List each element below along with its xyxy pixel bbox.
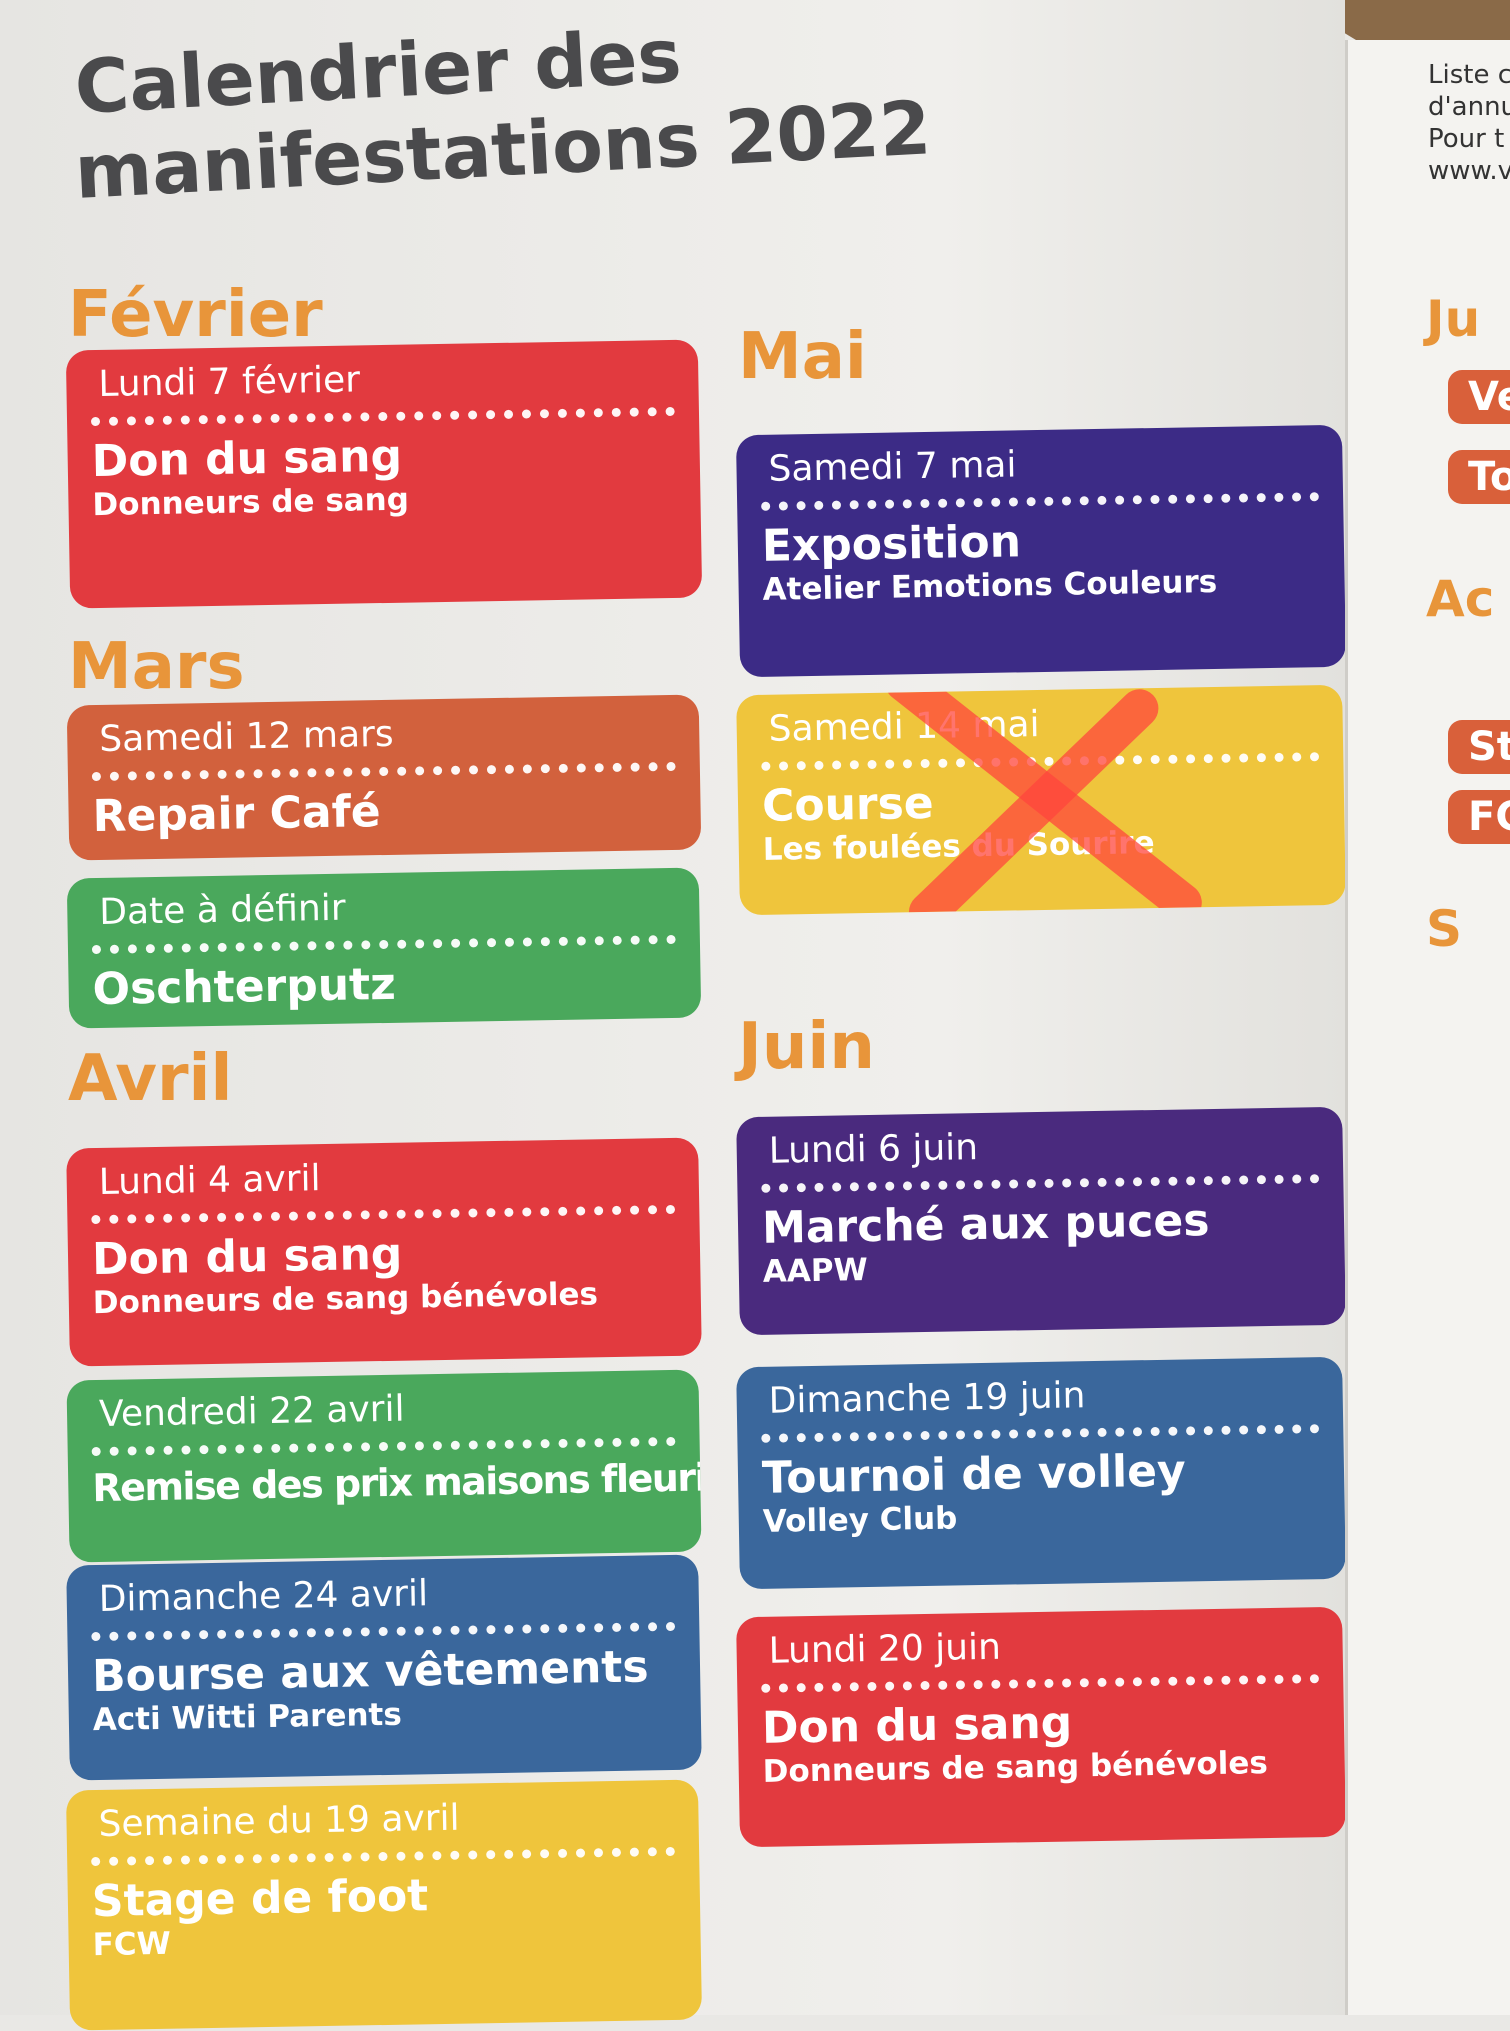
- event-date: Samedi 12 mars: [98, 713, 394, 760]
- month-heading: Février: [68, 278, 323, 352]
- month-heading: Mars: [68, 630, 245, 704]
- event-card: Samedi 7 mai Exposition Atelier Emotions C…: [735, 424, 1347, 678]
- month-heading: Avril: [68, 1042, 233, 1116]
- event-title: Bourse aux vêtements: [91, 1641, 649, 1703]
- next-page-text: www.v: [1428, 156, 1510, 186]
- event-title: Repair Café: [92, 786, 382, 843]
- event-card: Semaine du 19 avril Stage de foot FCW: [65, 1779, 703, 2031]
- dotted-separator: [91, 1621, 676, 1642]
- event-date: Lundi 20 juin: [768, 1626, 1002, 1672]
- event-date: Dimanche 19 juin: [768, 1375, 1086, 1422]
- next-page-fragment: Ve: [1448, 370, 1510, 424]
- next-page-fragment: St: [1448, 720, 1510, 774]
- event-card: Vendredi 22 avril Remise des prix maisons…: [66, 1369, 702, 1563]
- dotted-separator: [91, 1436, 676, 1457]
- event-date: Semaine du 19 avril: [98, 1797, 460, 1845]
- dotted-separator: [761, 492, 1320, 511]
- next-page-fragment: Ac: [1426, 570, 1495, 628]
- next-page-text: d'annu: [1428, 92, 1510, 122]
- next-page-fragment: FC: [1448, 790, 1510, 844]
- event-date: Lundi 6 juin: [768, 1127, 979, 1172]
- dotted-separator: [761, 1174, 1320, 1193]
- dotted-separator: [91, 1846, 676, 1867]
- event-title: Remise des prix maisons fleuries: [91, 1454, 702, 1511]
- event-date: Lundi 4 avril: [98, 1158, 321, 1203]
- next-page-text: Pour t: [1428, 124, 1505, 154]
- event-date: Samedi 7 mai: [768, 444, 1017, 490]
- event-card: Dimanche 24 avril Bourse aux vêtements Act…: [66, 1554, 702, 1781]
- dotted-separator: [761, 1674, 1320, 1693]
- event-title: Oschterputz: [92, 958, 397, 1016]
- event-date: Dimanche 24 avril: [98, 1573, 429, 1620]
- dotted-separator: [90, 406, 676, 427]
- event-card: Lundi 6 juin Marché aux puces AAPW: [736, 1106, 1346, 1336]
- dotted-separator: [91, 761, 676, 782]
- dotted-separator: [91, 1204, 676, 1225]
- dotted-separator: [761, 1424, 1320, 1443]
- event-card: Dimanche 19 juin Tournoi de volley Volley …: [736, 1356, 1346, 1590]
- event-card: Lundi 20 juin Don du sang Donneurs de sang…: [736, 1606, 1346, 1848]
- event-card: Samedi 12 mars Repair Café: [66, 694, 702, 861]
- month-heading: Mai: [738, 320, 867, 394]
- next-page-fragment: S: [1426, 900, 1463, 958]
- event-card: Lundi 7 février Don du sang Donneurs de sa…: [65, 339, 703, 609]
- event-card: Samedi 14 mai Course Les foulées du Sourir…: [736, 684, 1346, 916]
- event-card: Date à définir Oschterputz: [66, 867, 702, 1029]
- event-card: Lundi 4 avril Don du sang Donneurs de sang…: [66, 1137, 702, 1367]
- month-heading: Juin: [738, 1010, 875, 1084]
- next-page-fragment: To: [1448, 450, 1510, 504]
- next-page-fragment: Ju: [1426, 290, 1481, 348]
- dotted-separator: [91, 934, 676, 955]
- cancel-mark: [736, 684, 1346, 916]
- event-date: Vendredi 22 avril: [98, 1388, 405, 1435]
- next-page-text: Liste c: [1428, 60, 1510, 90]
- calendar-page: Calendrier des manifestations 2022 Févri…: [0, 0, 1347, 2031]
- event-date: Date à définir: [98, 887, 346, 933]
- event-date: Lundi 7 février: [98, 359, 361, 405]
- cross: [884, 684, 1202, 916]
